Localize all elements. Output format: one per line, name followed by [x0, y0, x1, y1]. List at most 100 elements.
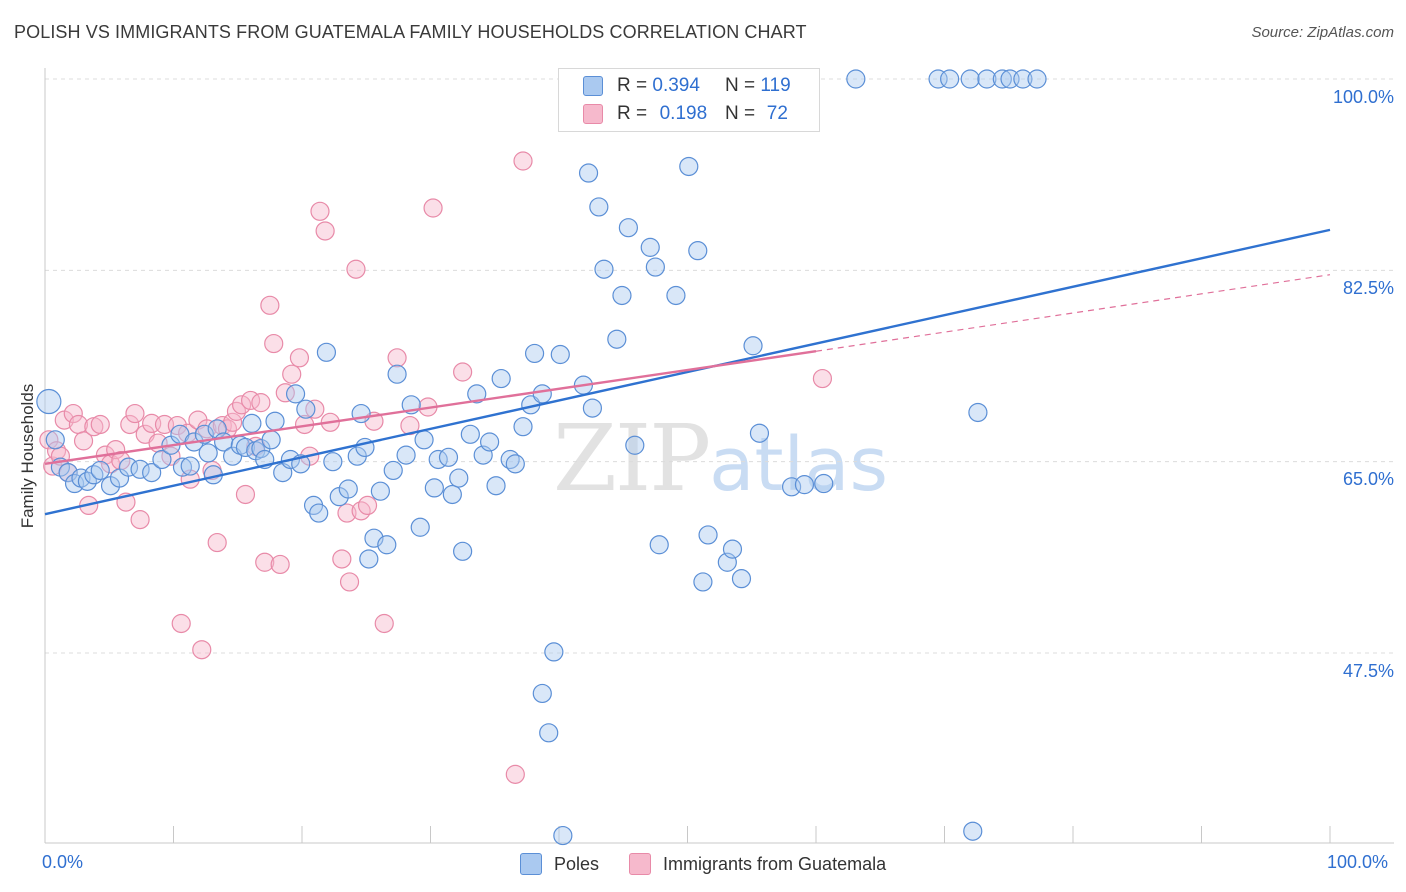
poles-point	[513, 417, 533, 437]
guatemala-point	[39, 430, 59, 450]
guatemala-point	[282, 364, 302, 384]
poles-point	[960, 69, 980, 89]
guatemala-point	[120, 414, 140, 435]
guatemala-trend-line	[44, 350, 817, 466]
poles-point	[396, 445, 416, 465]
poles-point	[198, 443, 218, 463]
poles-point	[180, 456, 200, 476]
legend-poles-swatch	[520, 853, 542, 875]
guatemala-swatch	[583, 104, 603, 124]
poles-point	[172, 457, 193, 477]
poles-point	[491, 368, 511, 389]
poles-point	[309, 503, 329, 523]
guatemala-n-label: N =	[724, 103, 756, 124]
poles-point	[992, 69, 1012, 89]
guatemala-point	[192, 640, 212, 660]
poles-point	[453, 541, 473, 561]
poles-point	[36, 388, 62, 415]
poles-point	[544, 642, 564, 662]
poles-point	[846, 69, 866, 89]
guatemala-point	[289, 348, 310, 368]
poles-point	[589, 197, 609, 217]
poles-point	[688, 241, 708, 261]
guatemala-point	[260, 295, 280, 315]
guatemala-point	[453, 362, 473, 382]
source-credit: Source: ZipAtlas.com	[1251, 24, 1394, 41]
poles-point	[612, 285, 632, 306]
poles-point	[743, 336, 763, 356]
guatemala-point	[332, 549, 352, 569]
poles-point	[130, 459, 150, 479]
stats-legend-row-guatemala: R = 0.198 N = 72	[583, 101, 794, 127]
guatemala-point	[232, 395, 252, 415]
poles-point	[505, 454, 525, 474]
poles-point	[316, 342, 337, 362]
guatemala-point	[275, 383, 295, 403]
guatemala-n-value: 72	[766, 103, 788, 124]
poles-swatch	[583, 76, 603, 96]
poles-point	[438, 447, 459, 467]
poles-point	[58, 463, 78, 483]
guatemala-point	[315, 221, 335, 241]
poles-point	[323, 452, 343, 472]
guatemala-point	[73, 431, 94, 451]
poles-point	[594, 259, 614, 279]
series-legend-poles: Poles	[520, 853, 599, 875]
poles-r-value: 0.394	[652, 75, 700, 96]
poles-point	[424, 478, 444, 498]
watermark-zip: ZIP	[553, 405, 711, 512]
legend-guatemala-label: Immigrants from Guatemala	[663, 853, 887, 874]
poles-point	[794, 475, 815, 495]
guatemala-point	[130, 510, 150, 530]
poles-point	[578, 163, 599, 183]
poles-point	[607, 329, 627, 349]
poles-point	[618, 218, 638, 238]
series-legend: Poles Immigrants from Guatemala	[520, 852, 916, 876]
guatemala-point	[125, 403, 145, 424]
poles-point	[414, 430, 434, 450]
y-tick-label-100: 100.0%	[1332, 87, 1394, 107]
guatemala-point	[207, 532, 227, 553]
poles-point	[666, 285, 686, 306]
guatemala-point	[63, 403, 83, 424]
guatemala-point	[423, 198, 443, 218]
poles-point	[693, 572, 713, 592]
poles-point	[449, 468, 469, 488]
guatemala-point	[255, 552, 275, 572]
poles-point	[480, 432, 500, 452]
stats-legend-row-poles: R = 0.394 N = 119	[583, 73, 791, 99]
poles-point	[625, 435, 645, 455]
poles-point	[698, 525, 718, 545]
poles-point	[242, 413, 262, 433]
poles-point	[582, 398, 603, 418]
guatemala-point	[171, 613, 191, 634]
legend-guatemala-swatch	[629, 853, 652, 875]
guatemala-point	[346, 259, 366, 279]
poles-point	[338, 479, 358, 499]
x-tick-label-min: 0.0%	[42, 852, 84, 872]
poles-point	[486, 476, 506, 496]
poles-point	[45, 430, 65, 450]
poles-point	[296, 399, 316, 419]
poles-point	[550, 344, 570, 365]
guatemala-point	[310, 201, 330, 221]
guatemala-point	[270, 554, 290, 575]
poles-point	[532, 384, 552, 404]
guatemala-r-label: R =	[617, 103, 648, 124]
poles-point	[532, 683, 552, 704]
guatemala-point	[374, 613, 394, 634]
poles-point	[553, 825, 573, 846]
poles-point	[351, 403, 371, 424]
poles-point	[1027, 69, 1047, 89]
poles-point	[467, 384, 487, 404]
y-axis-title: Family Households	[18, 383, 37, 529]
poles-point	[383, 460, 403, 481]
poles-point	[285, 384, 306, 404]
guatemala-point	[226, 401, 247, 421]
poles-point	[261, 430, 281, 450]
guatemala-point	[90, 414, 110, 435]
poles-point	[968, 402, 988, 423]
y-tick-label-65: 65.0%	[1342, 469, 1394, 489]
poles-point	[359, 549, 379, 569]
